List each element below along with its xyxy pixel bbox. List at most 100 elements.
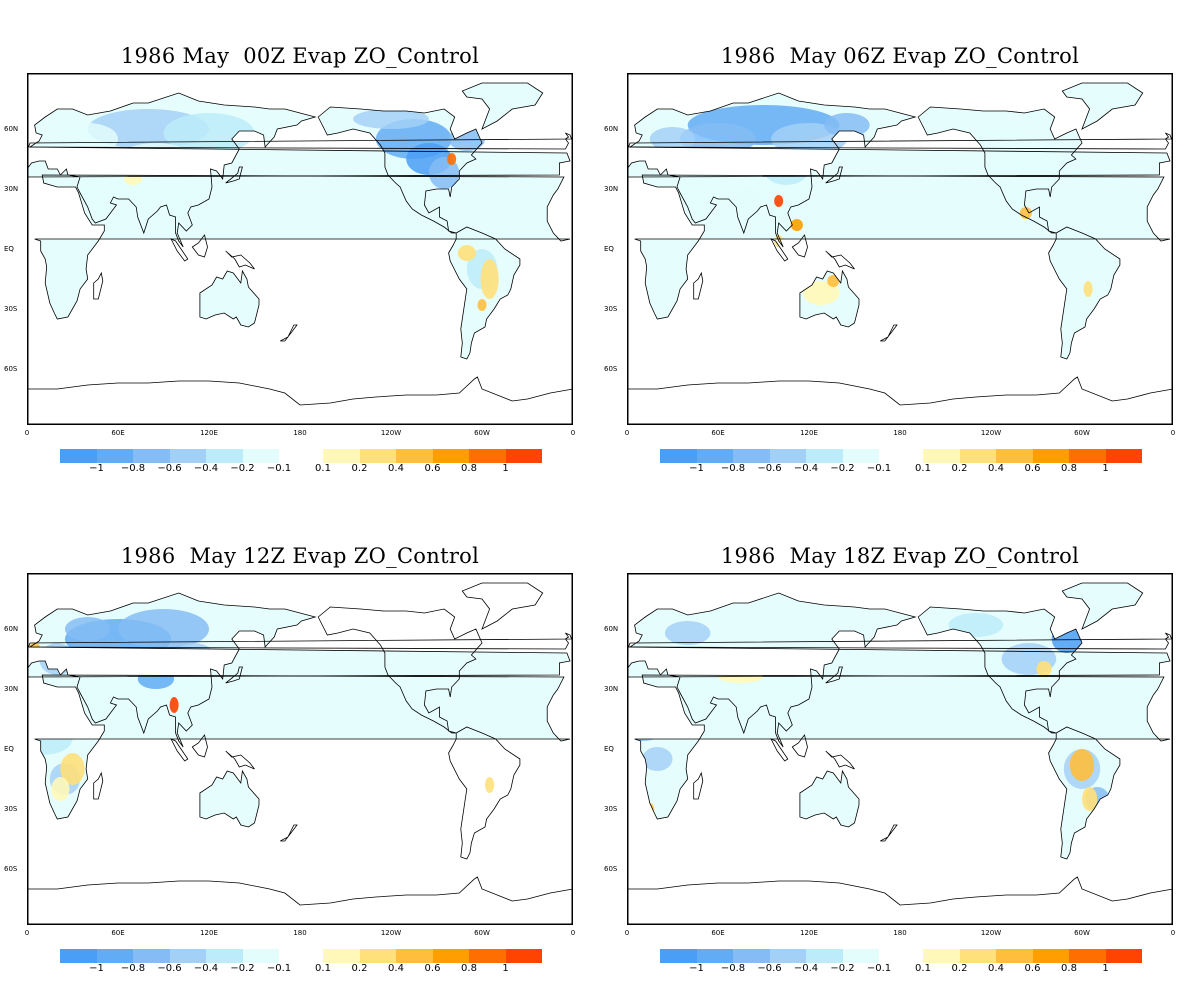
coastline-eurasia [627, 92, 1171, 248]
x-tick-label: 120E [800, 429, 818, 437]
x-tick-label: 0 [24, 929, 30, 937]
map-panel-18z: 1986 May 18Z Evap ZO_Control 0 60E 120E 180 1… [600, 500, 1200, 1000]
colorbar [660, 949, 1142, 963]
colorbar-label: −0.4 [193, 963, 219, 974]
colorbar-swatch-positive [469, 449, 506, 463]
dry-anomaly-patch [1036, 661, 1052, 677]
coastline-japan [225, 166, 243, 184]
colorbar-swatch-positive [1069, 949, 1106, 963]
y-tick-label: EQ [604, 245, 614, 253]
coastline-eurasia [627, 592, 1171, 748]
coastline-borneo [191, 734, 208, 758]
x-tick-label: 60W [474, 429, 490, 437]
x-tick-label: 120E [200, 429, 218, 437]
y-tick-label: 60S [4, 865, 18, 873]
dry-anomaly-patch [60, 753, 85, 785]
dry-anomaly-patch [447, 153, 457, 165]
coastline-africa [34, 174, 571, 320]
coastline-southAmerica [1048, 226, 1121, 360]
colorbar-label: −0.1 [866, 463, 892, 474]
colorbar-swatch-negative [696, 949, 733, 963]
colorbar-swatch-positive [1105, 449, 1142, 463]
coastline-borneo [791, 234, 808, 258]
colorbar-swatch-positive [959, 449, 996, 463]
colorbar-label: 0.4 [988, 963, 1004, 974]
colorbar-swatch-positive [996, 449, 1033, 463]
coastline-uk [27, 132, 573, 150]
colorbar-swatch-negative [242, 449, 279, 463]
colorbar-label: −1 [89, 463, 104, 474]
colorbar-swatch-negative [733, 949, 770, 963]
dry-anomaly-patch [477, 299, 487, 311]
colorbar [60, 449, 542, 463]
colorbar-swatch-negative [60, 949, 97, 963]
y-tick-label: 60N [4, 625, 19, 633]
coastline-newzealand [280, 324, 298, 342]
map-panel-00z: 1986 May 00Z Evap ZO_Control 0 60E 120E 180 1… [0, 0, 600, 500]
dry-anomaly-patch [457, 245, 476, 261]
y-tick-label: 30N [4, 185, 19, 193]
coastline-northAmerica [917, 106, 1083, 234]
coastline-newguinea [225, 250, 255, 270]
x-tick-label: 60E [111, 929, 125, 937]
colorbar-label: 0.4 [388, 963, 404, 974]
colorbar-swatch-positive [359, 449, 396, 463]
colorbar-label: −0.8 [720, 463, 746, 474]
colorbar-swatch-negative [806, 449, 843, 463]
colorbar-swatch-negative [769, 949, 806, 963]
colorbar-swatch-negative [169, 449, 206, 463]
colorbar-label: −0.8 [120, 463, 146, 474]
colorbar-label: 0.6 [424, 463, 441, 474]
coastline-greenland [1061, 582, 1144, 630]
coastline-africa [34, 674, 571, 820]
colorbar-swatch-negative [96, 949, 133, 963]
coastline-southAmerica [448, 726, 521, 860]
x-tick-label: 60W [1074, 929, 1090, 937]
dry-anomaly-patch [93, 659, 112, 671]
wet-anomaly-patch [448, 127, 486, 151]
dry-anomaly-patch [485, 777, 495, 793]
x-tick-label: 120W [380, 429, 402, 437]
colorbar-swatch-negative [206, 449, 243, 463]
y-tick-label: 30N [604, 185, 619, 193]
colorbar-label: 1 [502, 963, 509, 974]
coastline-newzealand [880, 824, 898, 842]
coastline-newzealand [880, 324, 898, 342]
colorbar-label: 0.1 [915, 963, 931, 974]
panel-title: 1986 May 00Z Evap ZO_Control [120, 44, 480, 68]
dry-anomaly-patch [480, 259, 499, 299]
dry-anomaly-patch [51, 777, 70, 801]
coastline-southAmerica [1048, 726, 1121, 860]
colorbar-swatch-positive [323, 949, 360, 963]
wet-anomaly-patch [627, 717, 665, 741]
colorbar-label: −0.1 [266, 463, 292, 474]
colorbar-label: −1 [689, 963, 704, 974]
x-tick-label: 60E [711, 429, 725, 437]
coastline-northAmerica [917, 606, 1083, 734]
x-tick-label: 120E [800, 929, 818, 937]
wet-anomaly-patch [57, 123, 118, 155]
dry-anomaly-patch [1082, 787, 1098, 811]
colorbar-label: −0.4 [793, 963, 819, 974]
dry-anomaly-patch [784, 663, 803, 675]
colorbar-swatch-negative [169, 949, 206, 963]
colorbar-label: −0.2 [230, 963, 255, 974]
wet-anomaly-patch [64, 617, 111, 641]
wet-anomaly-patch [975, 127, 1037, 151]
colorbar [660, 449, 1142, 463]
x-tick-label: 0 [570, 429, 576, 437]
colorbar-label: 0.2 [951, 463, 968, 474]
y-tick-label: 60N [604, 125, 619, 133]
colorbar-swatch-negative [842, 449, 879, 463]
coastline-madagascar [693, 271, 704, 300]
coastline-borneo [791, 734, 808, 758]
y-tick-label: 60S [604, 865, 618, 873]
dry-anomaly-patch [802, 281, 840, 305]
coastline-newguinea [825, 250, 855, 270]
y-tick-label: EQ [604, 745, 614, 753]
x-tick-label: 120E [200, 929, 218, 937]
colorbar-swatch-positive [505, 449, 542, 463]
wet-anomaly-patch [642, 747, 673, 771]
colorbar-label: 1 [1102, 963, 1109, 974]
coastline-australia [199, 269, 260, 328]
